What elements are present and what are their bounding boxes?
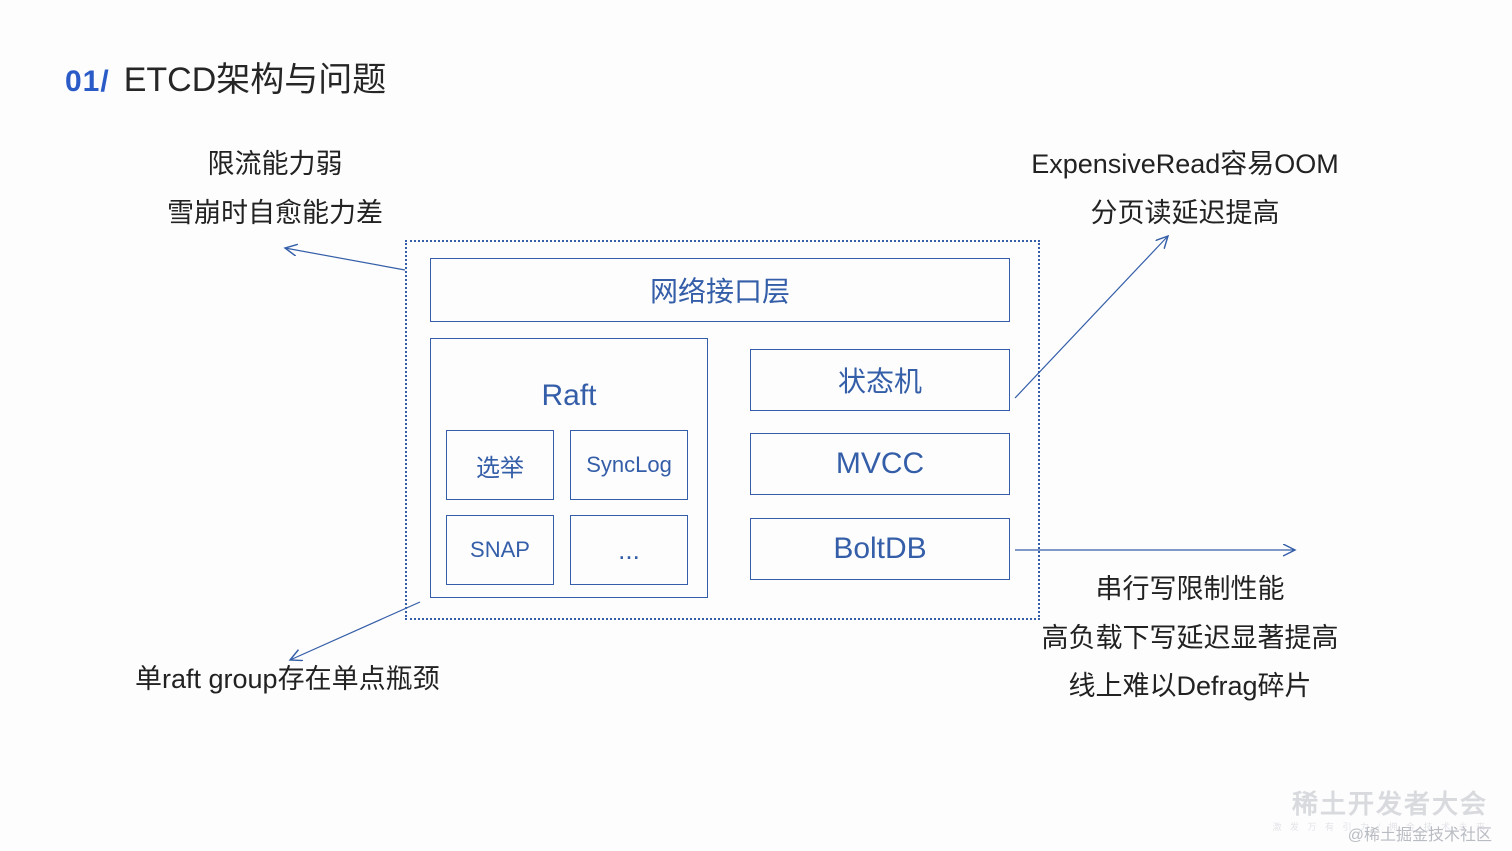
right-box-1: MVCC	[750, 433, 1010, 495]
right-box-0: 状态机	[750, 349, 1010, 411]
right-box-2: BoltDB	[750, 518, 1010, 580]
annot-bottom-right: 串行写限制性能高负载下写延迟显著提高线上难以Defrag碎片	[1010, 565, 1370, 711]
raft-child-label: ...	[618, 535, 640, 566]
title-row: 01/ ETCD架构与问题	[65, 52, 386, 101]
network-layer-label: 网络接口层	[650, 270, 790, 310]
annot-top-right: ExpensiveRead容易OOM分页读延迟提高	[1010, 140, 1360, 237]
raft-child-3: ...	[570, 515, 688, 585]
annot-bottom-left: 单raft group存在单点瓶颈	[135, 655, 515, 704]
raft-child-label: SyncLog	[586, 452, 672, 478]
annot-line: ExpensiveRead容易OOM	[1010, 140, 1360, 189]
annot-top-left: 限流能力弱雪崩时自愈能力差	[145, 140, 405, 237]
right-box-label: 状态机	[838, 360, 922, 400]
watermark-logo: 稀土开发者大会	[1292, 784, 1488, 821]
annot-line: 串行写限制性能	[1010, 565, 1370, 614]
right-box-label: BoltDB	[833, 532, 926, 566]
watermark-text: @稀土掘金技术社区	[1348, 821, 1492, 845]
annot-line: 分页读延迟提高	[1010, 189, 1360, 238]
raft-child-1: SyncLog	[570, 430, 688, 500]
annot-line: 单raft group存在单点瓶颈	[135, 655, 515, 704]
annot-line: 线上难以Defrag碎片	[1010, 662, 1370, 711]
raft-label: Raft	[541, 379, 596, 413]
raft-child-0: 选举	[446, 430, 554, 500]
annot-line: 雪崩时自愈能力差	[145, 189, 405, 238]
annot-line: 高负载下写延迟显著提高	[1010, 614, 1370, 663]
slide: 01/ ETCD架构与问题 限流能力弱雪崩时自愈能力差 ExpensiveRea…	[0, 0, 1512, 851]
raft-child-label: 选举	[476, 448, 524, 483]
right-box-label: MVCC	[836, 447, 924, 481]
raft-child-label: SNAP	[470, 537, 530, 563]
section-number: 01/	[65, 65, 110, 99]
raft-child-2: SNAP	[446, 515, 554, 585]
annot-line: 限流能力弱	[145, 140, 405, 189]
section-title: ETCD架构与问题	[124, 52, 387, 101]
network-layer-box: 网络接口层	[430, 258, 1010, 322]
